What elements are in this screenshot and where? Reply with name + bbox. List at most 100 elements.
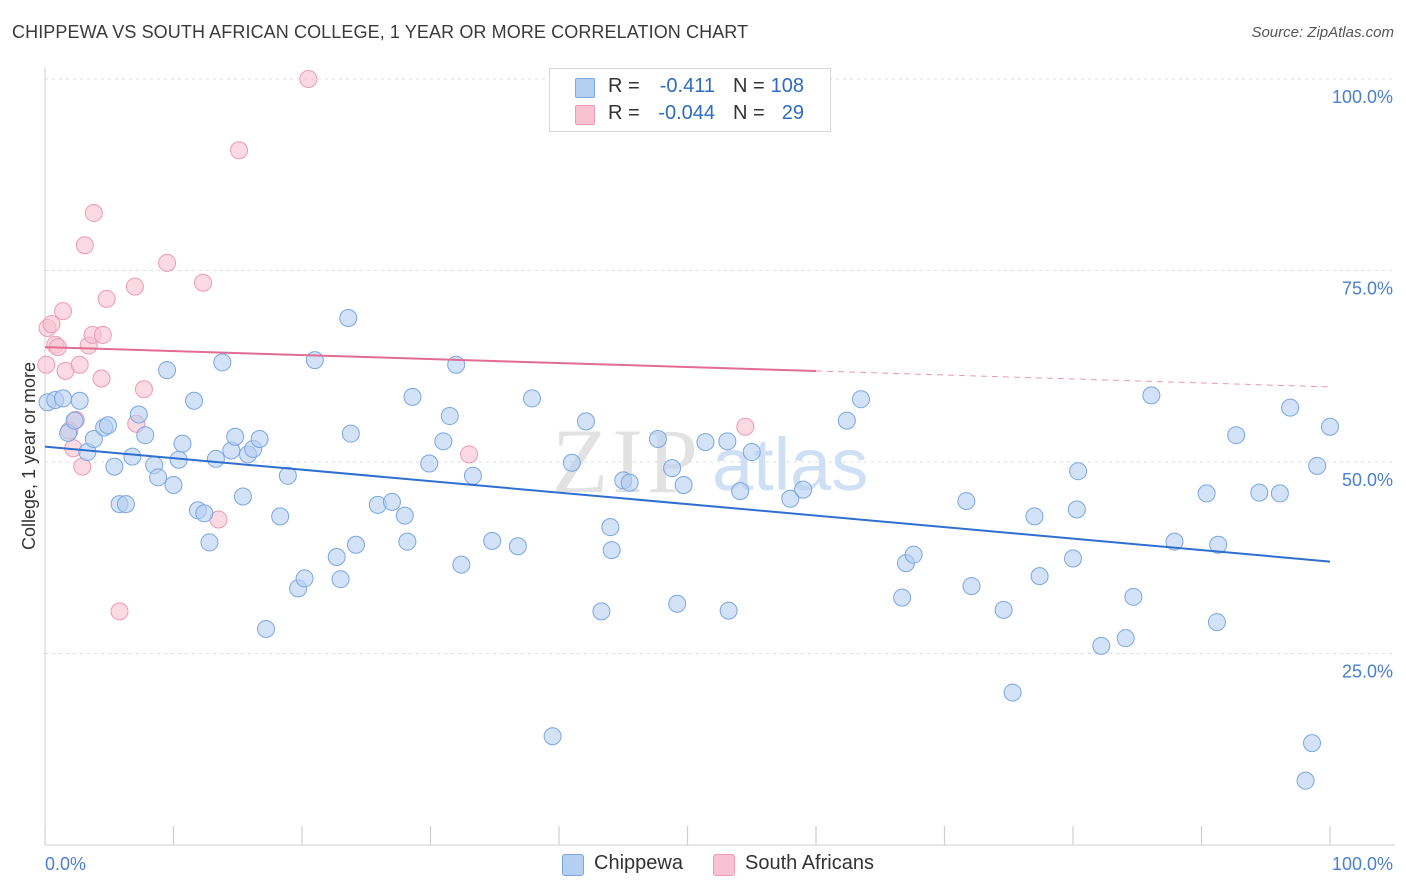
chippewa-point <box>295 569 314 588</box>
chippewa-point <box>893 588 912 607</box>
chippewa-point <box>105 457 124 476</box>
south-africans-point <box>736 417 755 436</box>
chippewa-point <box>440 407 459 426</box>
south-africans-point <box>42 315 61 334</box>
bottom-legend-swatch-south-africans <box>713 854 735 876</box>
chippewa-point <box>576 412 595 431</box>
chippewa-point <box>129 405 148 424</box>
legend-n-value: 108 <box>770 75 804 97</box>
legend-n-value: 29 <box>781 102 804 124</box>
chippewa-point <box>195 504 214 523</box>
chippewa-point <box>123 447 142 466</box>
chippewa-point <box>341 424 360 443</box>
chippewa-point <box>452 555 471 574</box>
chippewa-point <box>346 535 365 554</box>
south-africans-point <box>53 302 72 321</box>
chippewa-point <box>851 390 870 409</box>
south-africans-point <box>70 355 89 374</box>
chippewa-point <box>158 361 177 380</box>
chippewa-point <box>1030 567 1049 586</box>
chippewa-point <box>53 389 72 408</box>
chippewa-point <box>116 495 135 514</box>
chippewa-point <box>674 475 693 494</box>
x-tick-label: 100.0% <box>1332 854 1393 874</box>
chippewa-point <box>994 600 1013 619</box>
chippewa-point <box>1069 462 1088 481</box>
south-africans-point <box>75 236 94 255</box>
south-africans-point <box>92 369 111 388</box>
chippewa-point <box>837 411 856 430</box>
chippewa-point <box>278 466 297 485</box>
south-africans-point <box>110 602 129 621</box>
y-tick-label: 75.0% <box>1342 279 1393 299</box>
chippewa-point <box>648 430 667 449</box>
south-africans-trend-line <box>44 346 817 372</box>
x-tick-label: 0.0% <box>45 854 86 874</box>
gridlines <box>45 78 1395 654</box>
chippewa-point <box>483 531 502 550</box>
trend-lines <box>44 346 1331 563</box>
south-africans-point <box>134 380 153 399</box>
chippewa-point <box>1321 417 1339 436</box>
chippewa-point <box>98 416 117 435</box>
south-africans-point <box>299 70 318 88</box>
chippewa-point <box>794 480 813 499</box>
legend-r-label: R = <box>608 102 640 124</box>
chippewa-point <box>136 426 155 445</box>
chippewa-point <box>226 427 245 446</box>
south-africans-point <box>158 253 177 272</box>
chippewa-point <box>602 541 621 560</box>
chippewa-point <box>257 619 276 638</box>
legend-r-value: -0.411 <box>659 75 715 97</box>
chippewa-point <box>271 507 290 526</box>
chippewa-point <box>1209 535 1228 554</box>
chippewa-point <box>463 466 482 485</box>
legend-swatch-south-africans <box>575 105 595 125</box>
legend-row-chippewa: R = -0.411 N = 108 <box>550 73 830 101</box>
chippewa-point <box>420 454 439 473</box>
bottom-legend-label-chippewa: Chippewa <box>594 852 683 874</box>
chippewa-point <box>434 432 453 451</box>
chippewa-point <box>1250 483 1269 502</box>
chippewa-points <box>38 308 1339 790</box>
chippewa-point <box>1067 500 1086 519</box>
legend-swatch-chippewa <box>575 78 595 98</box>
legend-row-south-africans: R = -0.044 N = 29 <box>550 100 830 128</box>
south-africans-point <box>93 325 112 344</box>
chippewa-point <box>395 506 414 525</box>
chippewa-point <box>327 547 346 566</box>
chippewa-point <box>185 391 204 410</box>
chippewa-point <box>1165 532 1184 551</box>
chippewa-point <box>718 432 737 451</box>
legend-n-label: N = <box>733 75 765 97</box>
south-africans-point <box>230 141 249 160</box>
legend-r-label: R = <box>608 75 640 97</box>
chippewa-point <box>382 492 401 511</box>
chippewa-point <box>1197 484 1216 503</box>
chippewa-trend-line <box>44 445 1331 563</box>
legend-r-value: -0.044 <box>658 102 715 124</box>
legend-n-label: N = <box>733 102 765 124</box>
south-africans-point <box>194 273 213 292</box>
chippewa-point <box>1025 507 1044 526</box>
chippewa-point <box>523 389 542 408</box>
chippewa-point <box>213 353 232 372</box>
chippewa-point <box>601 518 620 537</box>
chippewa-point <box>1003 683 1022 702</box>
chippewa-point <box>164 475 183 494</box>
chippewa-point <box>200 533 219 552</box>
y-tick-label: 100.0% <box>1332 87 1393 107</box>
chippewa-point <box>1308 456 1327 475</box>
chippewa-point <box>1270 484 1289 503</box>
chippewa-point <box>173 434 192 453</box>
chippewa-point <box>1092 636 1111 655</box>
bottom-legend-label-south-africans: South Africans <box>745 852 874 874</box>
chippewa-point <box>149 468 168 487</box>
chippewa-point <box>957 492 976 511</box>
chippewa-point <box>70 391 89 410</box>
chippewa-point <box>1296 771 1315 790</box>
chippewa-point <box>1207 613 1226 632</box>
chart-title: CHIPPEWA VS SOUTH AFRICAN COLLEGE, 1 YEA… <box>12 22 749 42</box>
south-africans-points <box>37 70 755 621</box>
y-tick-label: 50.0% <box>1342 470 1393 490</box>
